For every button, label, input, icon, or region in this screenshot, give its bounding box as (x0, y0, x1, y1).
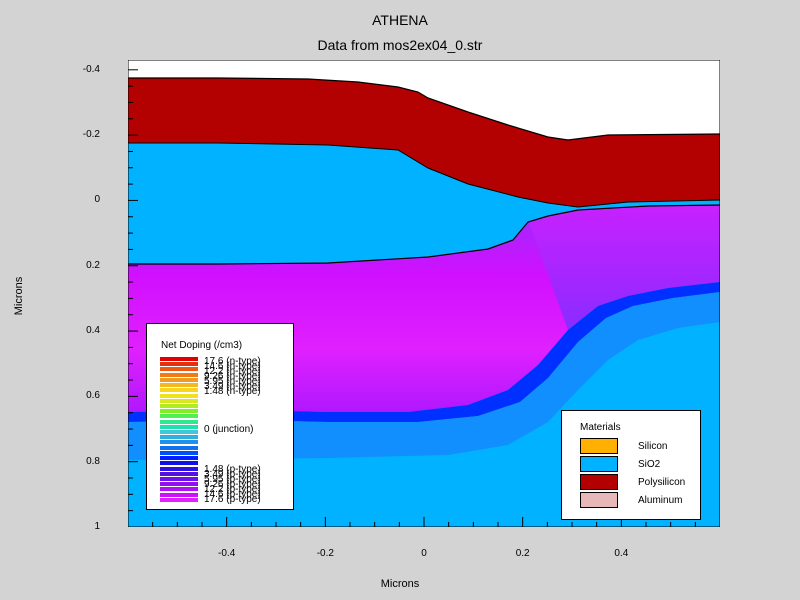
material-swatch (580, 492, 618, 508)
materials-legend-title: Materials (580, 422, 621, 433)
y-tick-label: 1 (94, 521, 100, 532)
doping-swatch (160, 466, 198, 471)
sio2-region (128, 143, 720, 264)
material-label: SiO2 (638, 459, 661, 470)
doping-n-label: 17.6 (n-type) (204, 356, 261, 367)
doping-swatch (160, 440, 198, 445)
doping-swatch (160, 482, 198, 487)
doping-swatch (160, 424, 198, 429)
y-tick-label: -0.2 (82, 129, 100, 141)
doping-swatch (160, 492, 198, 497)
material-label: Aluminum (638, 495, 683, 506)
doping-swatch (160, 435, 198, 440)
doping-swatch (160, 461, 198, 466)
x-tick-label: -0.2 (316, 548, 334, 559)
oxide-bottom-outline (128, 204, 720, 265)
doping-n-label: 5.95 (n-type) (204, 376, 261, 387)
doping-swatch (160, 445, 198, 450)
doping-p-label: 9.26 (p-type) (204, 479, 261, 490)
doping-swatch (160, 367, 198, 372)
x-tick-label: 0.4 (614, 548, 629, 559)
material-swatch (580, 438, 618, 454)
doping-swatch (160, 398, 198, 403)
doping-swatch (160, 393, 198, 398)
doping-swatch (160, 497, 198, 502)
material-label: Silicon (638, 441, 668, 452)
y-tick-label: 0.8 (86, 455, 100, 467)
poly-bottom-outline (128, 142, 720, 208)
poly-top-outline (128, 77, 720, 141)
chart-subtitle: Data from mos2ex04_0.str (317, 37, 483, 53)
x-tick-label: -0.4 (218, 548, 236, 559)
doping-swatch (160, 430, 198, 434)
y-tick-label: 0 (94, 194, 100, 206)
axis-ticks (128, 69, 720, 527)
doping-swatch (160, 487, 198, 492)
polysilicon-region (128, 78, 720, 207)
y-tick-label: -0.4 (82, 63, 100, 75)
doping-swatch (160, 388, 198, 393)
doping-n-label: 1.48 (n-type) (204, 386, 261, 397)
doping-color-scale (160, 357, 198, 503)
doping-p-label: 17.6 (p-type) (204, 494, 261, 505)
doping-swatch (160, 450, 198, 455)
doping-labels: 17.6 (n-type) 14.6 (n-type) 12.2 (n-type) 9… (204, 354, 289, 505)
doping-swatch (160, 419, 198, 424)
doping-n-label: 12.2 (n-type) (204, 366, 261, 377)
x-tick-label: 0 (421, 548, 427, 559)
doping-legend-title: Net Doping (/cm3) (161, 340, 243, 351)
junction-band (128, 282, 720, 422)
doping-swatch (160, 456, 198, 461)
doping-n-label: 14.6 (n-type) (204, 361, 261, 372)
doping-swatch (160, 357, 198, 361)
doping-swatch (160, 414, 198, 419)
y-tick-label: 0.4 (86, 325, 100, 337)
doping-swatch (160, 362, 198, 367)
material-label: Polysilicon (638, 477, 686, 488)
material-swatch (580, 474, 618, 490)
x-axis-label: Microns (380, 578, 420, 590)
materials-list: Silicon SiO2 Polysilicon Aluminum (562, 438, 700, 518)
doping-swatch (160, 383, 198, 388)
plot-area (128, 60, 720, 527)
doping-swatch (160, 476, 198, 481)
doping-swatch (160, 471, 198, 476)
doping-junction-label: 0 (junction) (204, 424, 254, 435)
doping-n-label: 3.49 (n-type) (204, 381, 261, 392)
doping-p-label: 12.2 (p-type) (204, 484, 261, 495)
doping-n-label: 9.26 (n-type) (204, 371, 261, 382)
materials-legend: Materials Silicon SiO2 Polysilicon Aluminum (561, 410, 701, 520)
doping-p-label: 1.48 (p-type) (204, 464, 261, 475)
doped-silicon-right (528, 202, 720, 330)
doping-legend: Net Doping (/cm3) 17.6 (n-type) 14.6 (n-t… (146, 323, 294, 510)
doping-swatch (160, 409, 198, 414)
doping-swatch (160, 403, 198, 408)
doping-swatch (160, 377, 198, 382)
doping-p-label: 3.49 (p-type) (204, 469, 261, 480)
doping-swatch (160, 372, 198, 377)
x-tick-label: 0.2 (515, 548, 530, 559)
doping-p-label: 5.95 (p-type) (204, 474, 261, 485)
material-swatch (580, 456, 618, 472)
doping-p-label: 14.6 (p-type) (204, 489, 261, 500)
y-axis-label: Microns (13, 276, 25, 316)
y-tick-label: 0.6 (86, 390, 100, 402)
chart-title: ATHENA (372, 12, 428, 28)
y-tick-label: 0.2 (86, 259, 100, 271)
